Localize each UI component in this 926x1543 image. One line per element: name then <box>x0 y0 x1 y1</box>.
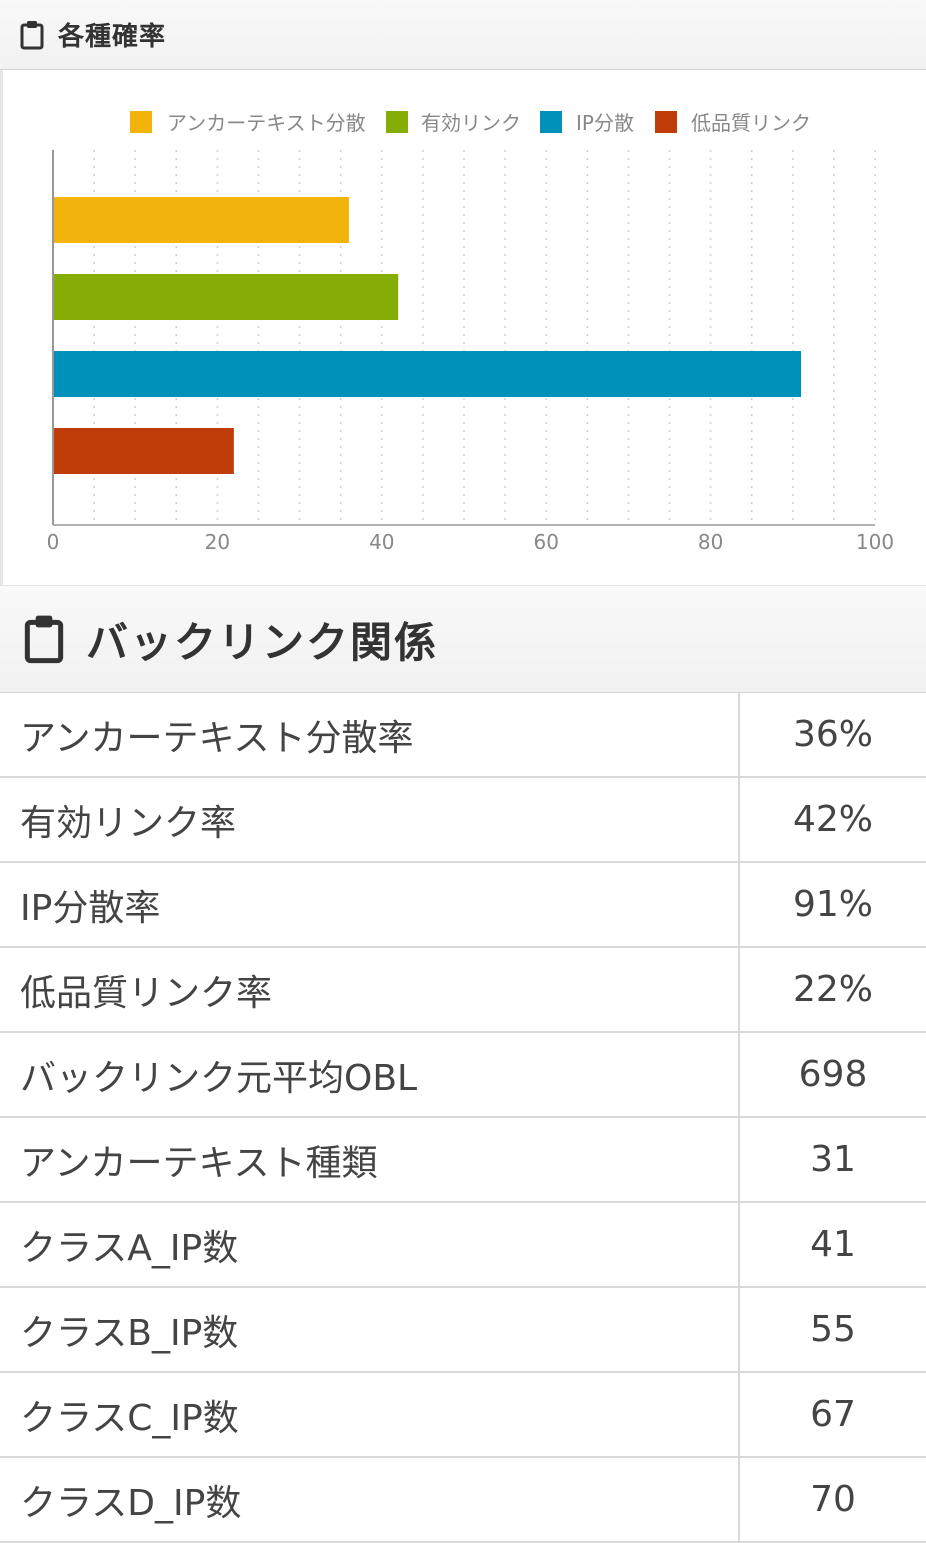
legend-swatch <box>130 111 152 133</box>
table-row: 低品質リンク率 22% <box>0 947 926 1033</box>
section-title: バックリンク関係 <box>86 617 439 667</box>
legend-label: 低品質リンク <box>691 111 811 135</box>
x-tick-label: 60 <box>533 530 558 554</box>
table-row: アンカーテキスト種類 31 <box>0 1117 926 1203</box>
row-label: クラスD_IP数 <box>0 1457 740 1543</box>
table-row: クラスC_IP数 67 <box>0 1372 926 1458</box>
chart-panel: 0 20 40 60 80 100 アンカーテキスト分散 有効リンク IP分散 低品質リンク <box>0 70 926 585</box>
table-row: IP分散率 91% <box>0 862 926 948</box>
row-value: 67 <box>739 1372 926 1458</box>
x-tick-label: 0 <box>47 530 60 554</box>
row-label: クラスB_IP数 <box>0 1287 740 1373</box>
legend-label: 有効リンク <box>421 111 521 135</box>
bar-3 <box>54 351 802 397</box>
row-label: クラスC_IP数 <box>0 1372 740 1458</box>
row-label: クラスA_IP数 <box>0 1202 740 1288</box>
row-value: 22% <box>739 947 926 1033</box>
legend-swatch <box>386 111 408 133</box>
table-row: バックリンク元平均OBL 698 <box>0 1032 926 1118</box>
row-value: 91% <box>739 862 926 948</box>
row-label: アンカーテキスト種類 <box>0 1117 740 1203</box>
legend-label: IP分散 <box>576 111 634 135</box>
table-row: クラスA_IP数 41 <box>0 1202 926 1288</box>
bar-2 <box>54 274 399 320</box>
x-tick-label: 20 <box>205 530 230 554</box>
backlink-stats-table: アンカーテキスト分散率 36% 有効リンク率 42% IP分散率 91% 低品質リンク率 22… <box>0 693 926 1543</box>
section-header-probabilities: 各種確率 <box>0 0 926 70</box>
row-value: 70 <box>739 1457 926 1543</box>
section-header-backlinks: バックリンク関係 <box>0 585 926 693</box>
bar-chart: 0 20 40 60 80 100 アンカーテキスト分散 有効リンク IP分散 低品質リンク <box>47 111 894 554</box>
row-label: 有効リンク率 <box>0 777 740 863</box>
row-value: 36% <box>739 693 926 778</box>
table-row: クラスD_IP数 70 <box>0 1457 926 1543</box>
bar-4 <box>54 428 234 474</box>
row-value: 31 <box>739 1117 926 1203</box>
row-label: IP分散率 <box>0 862 740 948</box>
row-value: 55 <box>739 1287 926 1373</box>
row-value: 41 <box>739 1202 926 1288</box>
table-row: アンカーテキスト分散率 36% <box>0 693 926 778</box>
legend-swatch <box>655 111 677 133</box>
clipboard-icon <box>24 615 64 664</box>
section-title: 各種確率 <box>58 22 167 52</box>
x-tick-label: 100 <box>856 530 894 554</box>
row-label: アンカーテキスト分散率 <box>0 693 740 778</box>
bar-1 <box>54 197 349 243</box>
clipboard-icon <box>20 20 44 49</box>
row-value: 42% <box>739 777 926 863</box>
row-label: バックリンク元平均OBL <box>0 1032 740 1118</box>
table-row: 有効リンク率 42% <box>0 777 926 863</box>
table-row: クラスB_IP数 55 <box>0 1287 926 1373</box>
row-value: 698 <box>739 1032 926 1118</box>
row-label: 低品質リンク率 <box>0 947 740 1033</box>
x-tick-label: 80 <box>698 530 723 554</box>
x-tick-label: 40 <box>369 530 394 554</box>
legend-swatch <box>540 111 562 133</box>
legend-label: アンカーテキスト分散 <box>167 111 366 135</box>
